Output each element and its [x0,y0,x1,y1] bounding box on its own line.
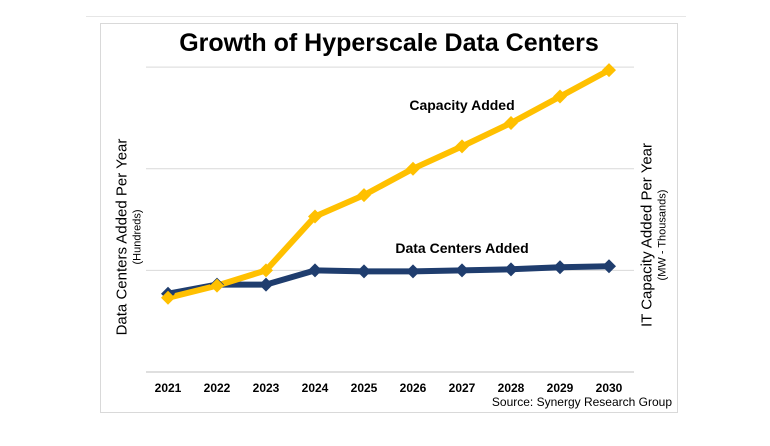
capacity-added-marker [602,63,616,78]
capacity-added-marker [406,161,420,176]
top-divider [86,16,686,17]
data-centers-added-marker [406,264,420,279]
x-tick-label: 2028 [498,381,525,395]
x-tick-label: 2021 [155,381,182,395]
x-tick-label: 2024 [302,381,329,395]
data-centers-added-marker [602,259,616,274]
data-centers-added-line [165,263,612,297]
capacity-added-marker [161,290,175,305]
data-centers-added-series-label: Data Centers Added [395,240,528,256]
chart-title: Growth of Hyperscale Data Centers [179,29,599,57]
x-tick-label: 2026 [400,381,427,395]
x-tick-label: 2025 [351,381,378,395]
data-centers-added-marker [357,264,371,279]
x-tick-label: 2022 [204,381,231,395]
x-tick-label: 2023 [253,381,280,395]
data-centers-added-marker [308,263,322,278]
data-centers-added-marker [504,262,518,277]
data-centers-added-marker [455,263,469,278]
capacity-added-series-label: Capacity Added [409,97,514,113]
source-note: Source: Synergy Research Group [491,395,672,409]
data-centers-added-marker [259,277,273,292]
x-tick-label: 2027 [449,381,476,395]
x-tick-label: 2029 [547,381,574,395]
data-centers-added-marker [553,260,567,275]
x-tick-label: 2030 [596,381,623,395]
capacity-added-marker [210,278,224,293]
capacity-added-marker [357,188,371,203]
capacity-added-marker [455,139,469,154]
capacity-added-marker [308,209,322,224]
capacity-added-line [165,67,612,301]
capacity-added-marker [504,115,518,130]
capacity-added-marker [553,89,567,104]
capacity-added-marker [259,263,273,278]
